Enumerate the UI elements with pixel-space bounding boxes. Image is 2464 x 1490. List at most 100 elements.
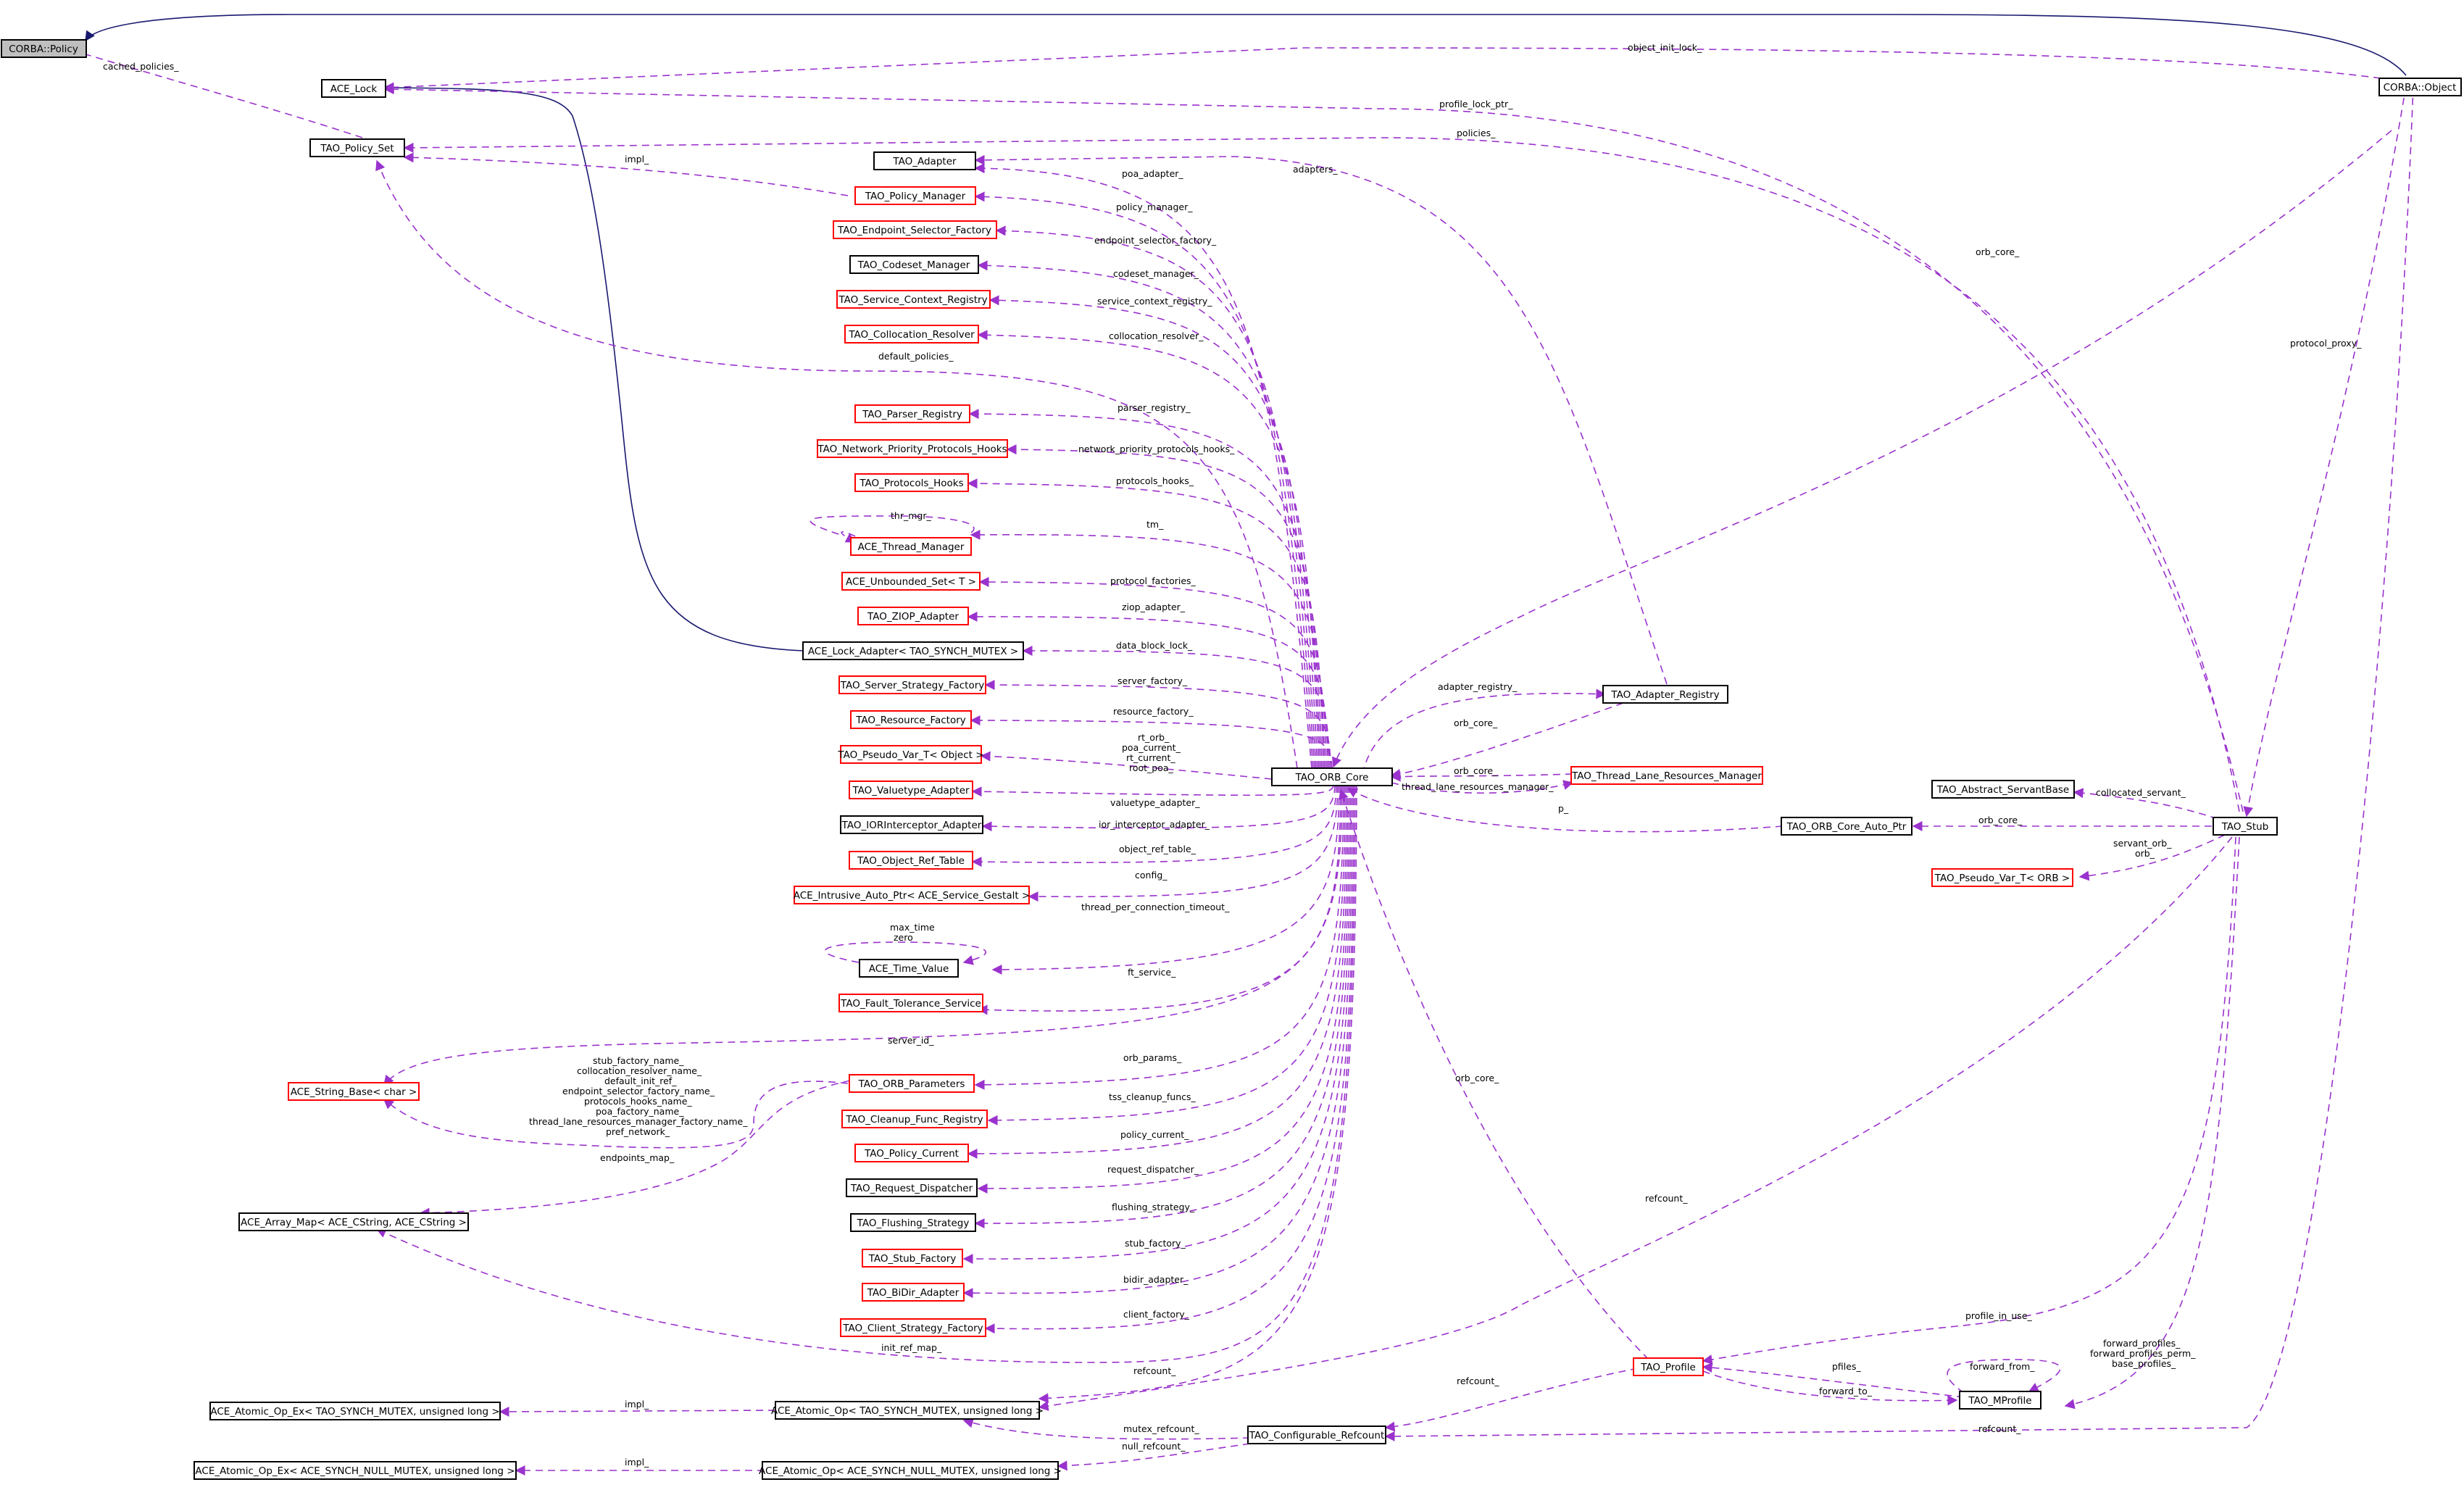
- edge-label: policies_: [1457, 128, 1496, 138]
- node-tao-stub-factory[interactable]: TAO_Stub_Factory: [862, 1249, 963, 1268]
- node-tao-configurable-refcount[interactable]: TAO_Configurable_Refcount: [1247, 1426, 1386, 1444]
- edge-label: orb_core_: [1976, 246, 2020, 257]
- edge-parser-registry: [968, 409, 1321, 769]
- edge-string-members: [383, 1081, 849, 1149]
- edge-forward-from: [1947, 1359, 2061, 1394]
- edge-label: poa_current_: [1122, 742, 1181, 753]
- edge-label: poa_factory_name_: [596, 1106, 684, 1117]
- edge-label: collocation_resolver_name_: [577, 1065, 702, 1076]
- edge-label: refcount_: [1457, 1375, 1499, 1386]
- edge-label: stub_factory_: [1125, 1238, 1186, 1249]
- node-tao-server-strategy-factory[interactable]: TAO_Server_Strategy_Factory: [838, 675, 986, 694]
- edge-label: p_: [1558, 803, 1569, 814]
- node-tao-request-dispatcher[interactable]: TAO_Request_Dispatcher: [846, 1178, 978, 1197]
- node-tao-bidir-adapter[interactable]: TAO_BiDir_Adapter: [862, 1283, 965, 1302]
- node-tao-fault-tolerance-service[interactable]: TAO_Fault_Tolerance_Service: [838, 994, 983, 1012]
- node-ace-intrusive-auto-ptr[interactable]: ACE_Intrusive_Auto_Ptr< ACE_Service_Gest…: [794, 886, 1031, 904]
- edge-server-id: [383, 785, 1343, 1086]
- node-tao-policy-manager[interactable]: TAO_Policy_Manager: [854, 186, 976, 205]
- node-tao-object-ref-table[interactable]: TAO_Object_Ref_Table: [849, 851, 973, 870]
- edge-flushing-strategy: [974, 785, 1350, 1229]
- edge-resource-factory: [970, 715, 1333, 769]
- edge-label: request_dispatcher_: [1107, 1164, 1199, 1175]
- node-tao-profile[interactable]: TAO_Profile: [1633, 1357, 1704, 1376]
- node-ace-lock-adapter[interactable]: ACE_Lock_Adapter< TAO_SYNCH_MUTEX >: [802, 641, 1024, 660]
- node-ace-atomic-op-synch[interactable]: ACE_Atomic_Op< TAO_SYNCH_MUTEX, unsigned…: [771, 1401, 1044, 1420]
- edge-label: codeset_manager_: [1113, 268, 1199, 279]
- node-tao-collocation-resolver[interactable]: TAO_Collocation_Resolver: [844, 325, 979, 344]
- node-tao-resource-factory[interactable]: TAO_Resource_Factory: [850, 710, 972, 729]
- edge-pseudo-vars: [980, 751, 1273, 780]
- node-tao-codeset-manager[interactable]: TAO_Codeset_Manager: [849, 255, 979, 274]
- node-tao-iorinterceptor-adapter[interactable]: TAO_IORInterceptor_Adapter: [840, 815, 983, 834]
- node-tao-cleanup-func-registry[interactable]: TAO_Cleanup_Func_Registry: [841, 1110, 988, 1128]
- node-ace-atomic-op-ex-synch[interactable]: ACE_Atomic_Op_Ex< TAO_SYNCH_MUTEX, unsig…: [209, 1402, 501, 1420]
- node-tao-thread-lane-resources-manager[interactable]: TAO_Thread_Lane_Resources_Manager: [1570, 766, 1763, 785]
- edge-protocol-proxy: [2243, 85, 2407, 817]
- node-ace-thread-manager[interactable]: ACE_Thread_Manager: [850, 537, 972, 556]
- nodes: CORBA::Policy ACE_Lock TAO_Policy_Set CO…: [1, 39, 2462, 1480]
- node-label: ACE_Atomic_Op< ACE_SYNCH_NULL_MUTEX, uns…: [759, 1465, 1062, 1477]
- node-tao-client-strategy-factory[interactable]: TAO_Client_Strategy_Factory: [840, 1318, 986, 1337]
- node-label: TAO_Parser_Registry: [862, 409, 962, 420]
- edge-label: protocol_factories_: [1110, 575, 1196, 586]
- edge-label: rt_current_: [1126, 752, 1175, 763]
- node-tao-pseudo-var-object[interactable]: TAO_Pseudo_Var_T< Object >: [837, 745, 984, 764]
- edge-impl-policy-manager: [403, 152, 849, 196]
- edge-p: [1347, 788, 1784, 833]
- edge-label: resource_factory_: [1113, 706, 1194, 717]
- node-tao-stub[interactable]: TAO_Stub: [2213, 817, 2278, 836]
- edge-label: adapters_: [1293, 164, 1338, 175]
- edge-label: server_factory_: [1117, 675, 1188, 686]
- node-label: TAO_Resource_Factory: [855, 715, 966, 726]
- node-tao-endpoint-selector-factory[interactable]: TAO_Endpoint_Selector_Factory: [833, 220, 997, 239]
- node-tao-orb-parameters[interactable]: TAO_ORB_Parameters: [849, 1074, 975, 1093]
- node-tao-flushing-strategy[interactable]: TAO_Flushing_Strategy: [850, 1213, 976, 1232]
- node-ace-array-map[interactable]: ACE_Array_Map< ACE_CString, ACE_CString …: [238, 1212, 469, 1231]
- node-label: ACE_Array_Map< ACE_CString, ACE_CString …: [241, 1217, 467, 1228]
- edge-label: profile_in_use_: [1965, 1310, 2033, 1321]
- edge-profile-lock-ptr: [383, 84, 2244, 812]
- node-tao-adapter-registry[interactable]: TAO_Adapter_Registry: [1602, 685, 1728, 704]
- edge-lock-adapter-to-lock: [383, 83, 805, 652]
- node-tao-adapter[interactable]: TAO_Adapter: [873, 151, 976, 170]
- node-tao-parser-registry[interactable]: TAO_Parser_Registry: [854, 404, 970, 423]
- node-label: TAO_Collocation_Resolver: [848, 329, 975, 341]
- node-ace-atomic-op-ex-null[interactable]: ACE_Atomic_Op_Ex< ACE_SYNCH_NULL_MUTEX, …: [193, 1461, 517, 1480]
- node-tao-policy-set[interactable]: TAO_Policy_Set: [309, 138, 405, 157]
- node-label: TAO_Flushing_Strategy: [857, 1218, 970, 1229]
- edge-impl-atomic: [499, 1406, 776, 1417]
- edge-codeset-manager: [977, 260, 1317, 769]
- node-tao-ziop-adapter[interactable]: TAO_ZIOP_Adapter: [857, 607, 969, 625]
- node-ace-time-value[interactable]: ACE_Time_Value: [859, 959, 959, 978]
- node-ace-lock[interactable]: ACE_Lock: [321, 79, 386, 98]
- node-tao-orb-core[interactable]: TAO_ORB_Core: [1271, 767, 1393, 786]
- node-tao-network-priority-protocols-hooks[interactable]: TAO_Network_Priority_Protocols_Hooks: [817, 439, 1008, 458]
- node-label: TAO_Policy_Manager: [865, 191, 966, 202]
- node-tao-policy-current[interactable]: TAO_Policy_Current: [854, 1144, 969, 1162]
- node-ace-atomic-op-null[interactable]: ACE_Atomic_Op< ACE_SYNCH_NULL_MUTEX, uns…: [759, 1461, 1062, 1480]
- edge-label: thread_per_connection_timeout_: [1081, 902, 1230, 912]
- node-tao-orb-core-auto-ptr[interactable]: TAO_ORB_Core_Auto_Ptr: [1781, 817, 1912, 836]
- node-tao-valuetype-adapter[interactable]: TAO_Valuetype_Adapter: [849, 781, 973, 799]
- node-tao-service-context-registry[interactable]: TAO_Service_Context_Registry: [836, 290, 991, 309]
- edge-label: object_init_lock_: [1628, 42, 1702, 53]
- edge-orb-core-top: [1331, 130, 2392, 768]
- node-tao-abstract-servantbase[interactable]: TAO_Abstract_ServantBase: [1931, 780, 2075, 799]
- node-corba-object[interactable]: CORBA::Object: [2378, 78, 2462, 96]
- edge-label: server_id_: [888, 1035, 934, 1046]
- node-tao-protocols-hooks[interactable]: TAO_Protocols_Hooks: [854, 473, 969, 492]
- edge-label: orb_core_: [1454, 717, 1498, 728]
- node-ace-string-base[interactable]: ACE_String_Base< char >: [288, 1082, 420, 1101]
- node-tao-mprofile[interactable]: TAO_MProfile: [1959, 1391, 2041, 1410]
- edge-label: endpoint_selector_factory_name_: [562, 1086, 715, 1096]
- node-tao-pseudo-var-orb[interactable]: TAO_Pseudo_Var_T< ORB >: [1931, 868, 2073, 887]
- node-corba-policy[interactable]: CORBA::Policy: [1, 39, 87, 58]
- edge-refcount-stub: [1038, 836, 2233, 1411]
- edge-forward-profiles: [2064, 836, 2240, 1410]
- edge-stub-factory: [962, 785, 1352, 1265]
- edge-label: default_policies_: [878, 351, 954, 362]
- edge-mutex-refcount: [962, 1418, 1251, 1440]
- node-ace-unbounded-set[interactable]: ACE_Unbounded_Set< T >: [841, 572, 981, 591]
